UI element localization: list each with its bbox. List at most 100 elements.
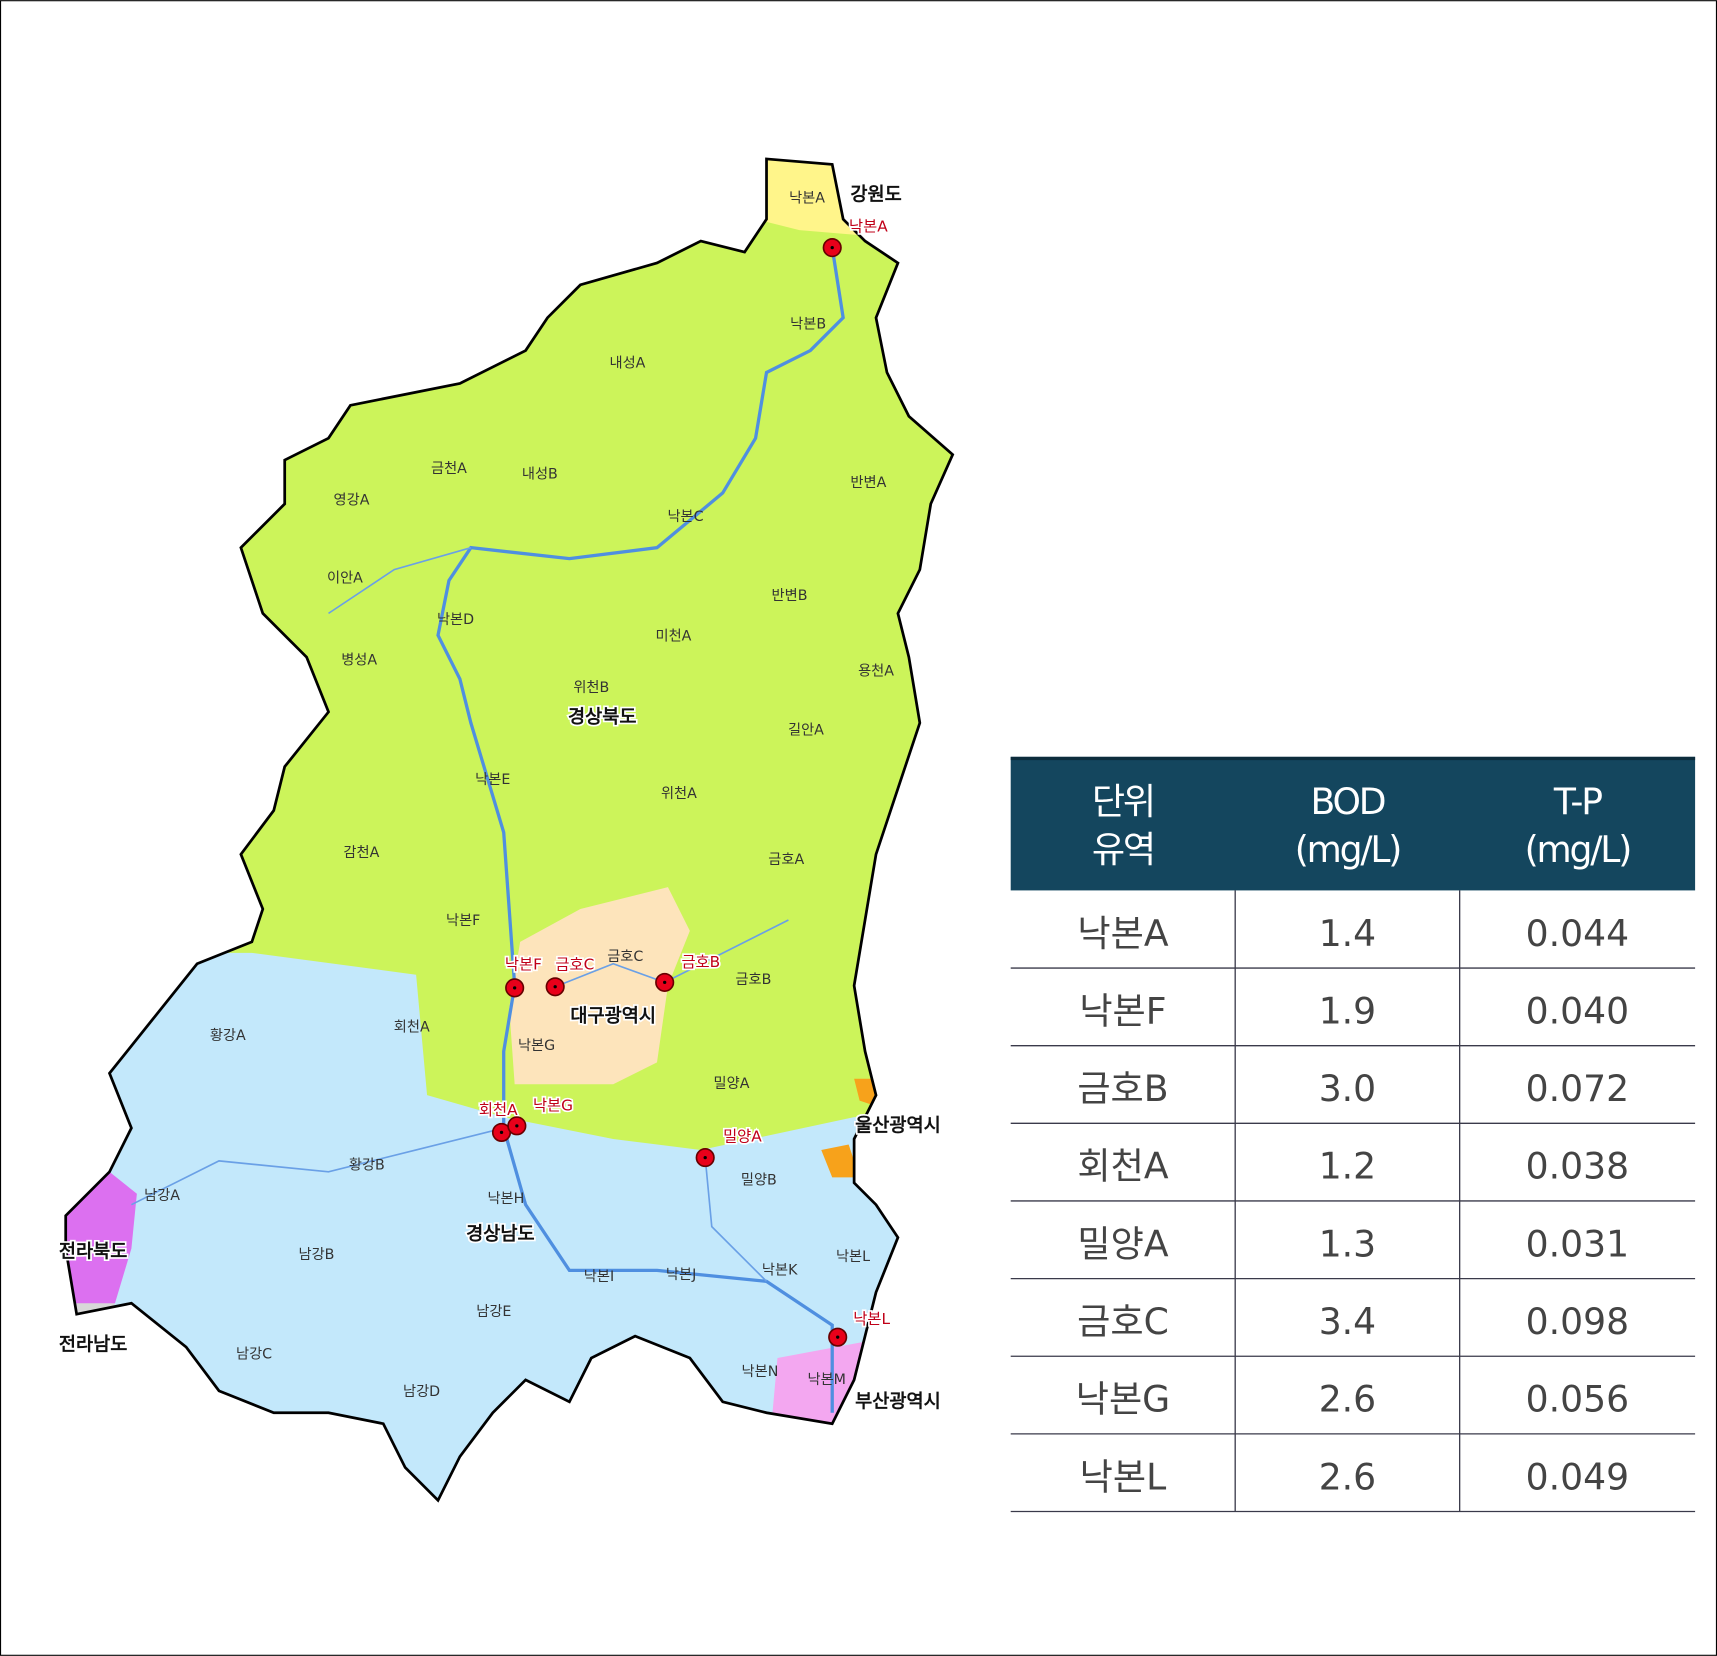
subbasin-label: 위천A — [661, 785, 697, 802]
subbasin-label: 영강A — [334, 492, 370, 509]
table-cell: 2.6 — [1319, 1455, 1376, 1498]
subbasin-label: 남강E — [476, 1303, 511, 1320]
daegu-region — [509, 887, 690, 1085]
table-cell: 0.049 — [1526, 1455, 1629, 1498]
province-label: 경상남도 — [466, 1224, 534, 1245]
table-header-cell: BOD — [1311, 780, 1385, 823]
river — [328, 546, 472, 615]
province-label: 전라북도 — [59, 1241, 127, 1262]
subbasin-label: 낙본A — [789, 189, 825, 206]
subbasin-label: 금호C — [607, 949, 643, 965]
subbasin-label: 낙본L — [836, 1248, 870, 1265]
table-cell: 낙본A — [1077, 912, 1168, 955]
table-cell: 1.2 — [1319, 1145, 1376, 1188]
subbasin-label: 남강C — [236, 1346, 272, 1363]
table-header-bg — [1010, 756, 1696, 891]
table-cell: 1.4 — [1319, 912, 1376, 955]
subbasin-label: 위천B — [573, 679, 609, 696]
subbasin-label: 낙본B — [790, 315, 826, 332]
station-label: 밀양A — [723, 1127, 762, 1145]
subbasin-label: 낙본C — [667, 508, 703, 525]
subbasin-label: 남강B — [299, 1246, 335, 1263]
subbasin-label: 반변A — [850, 474, 886, 491]
table-cell: 0.098 — [1526, 1300, 1629, 1343]
table-header-cell: (mg/L) — [1295, 828, 1400, 871]
table-cell: 1.3 — [1319, 1222, 1376, 1265]
subbasin-label: 금천A — [431, 460, 467, 477]
table-cell: 3.0 — [1319, 1067, 1376, 1110]
table-header-cell: T-P — [1553, 780, 1602, 823]
subbasin-label: 남강A — [144, 1187, 180, 1204]
table-cell: 낙본G — [1076, 1378, 1170, 1421]
table-cell: 2.6 — [1319, 1378, 1376, 1421]
province-label: 경상북도 — [568, 707, 636, 728]
table-cell: 금호C — [1077, 1300, 1169, 1343]
station-label: 금호B — [681, 953, 720, 971]
station-center — [703, 1155, 707, 1160]
station-center — [830, 245, 834, 250]
subbasin-label: 병성A — [341, 651, 377, 668]
table-header-cell: 유역 — [1092, 828, 1154, 871]
table-cell: 낙본L — [1080, 1455, 1167, 1498]
subbasin-label: 낙본G — [518, 1037, 555, 1054]
table-header-cell: 단위 — [1092, 780, 1154, 823]
province-label: 대구광역시 — [570, 1006, 656, 1027]
table-cell: 금호B — [1077, 1067, 1168, 1110]
province-label: 울산광역시 — [855, 1115, 941, 1136]
table-header-cell: (mg/L) — [1525, 828, 1630, 871]
subbasin-label: 금호B — [735, 972, 771, 988]
table-cell: 낙본F — [1079, 989, 1166, 1032]
subbasin-label: 금호A — [768, 852, 804, 868]
river — [554, 919, 789, 988]
station-center — [515, 1124, 519, 1128]
subbasin-label: 내성B — [522, 465, 558, 482]
subbasin-label: 내성A — [610, 355, 646, 372]
station-center — [663, 980, 667, 985]
table-cell: 3.4 — [1319, 1300, 1376, 1343]
subbasin-label: 황강B — [349, 1156, 385, 1173]
table-cell: 0.038 — [1526, 1145, 1629, 1188]
subbasin-label: 낙본E — [475, 771, 510, 788]
station-center — [553, 985, 557, 989]
station-label: 낙본L — [853, 1310, 890, 1328]
subbasin-label: 낙본J — [666, 1266, 696, 1283]
subbasin-label: 미천A — [655, 627, 691, 644]
river — [436, 247, 845, 1413]
station-center — [499, 1130, 504, 1135]
subbasin-label: 낙본D — [437, 611, 474, 628]
table-cell: 회천A — [1077, 1145, 1168, 1188]
station-label: 회천A — [479, 1101, 518, 1119]
subbasin-label: 낙본N — [742, 1363, 779, 1380]
subbasin-label: 용천A — [858, 662, 894, 679]
subbasin-label: 낙본I — [584, 1268, 614, 1285]
river — [131, 1127, 504, 1206]
river — [704, 1157, 768, 1282]
table-cell: 0.044 — [1526, 912, 1629, 955]
subbasin-label: 감천A — [343, 844, 379, 861]
table-cell: 0.031 — [1526, 1222, 1629, 1265]
subbasin-label: 낙본M — [808, 1371, 846, 1388]
basin-outline — [64, 157, 955, 1503]
ulsan-region — [821, 1144, 860, 1178]
table-cell: 1.9 — [1319, 989, 1376, 1032]
subbasin-label: 반변B — [772, 587, 808, 604]
subbasin-label: 이안A — [327, 569, 363, 586]
subbasin-label: 밀양A — [714, 1075, 750, 1092]
subbasin-label: 낙본K — [762, 1261, 798, 1278]
province-label: 전라남도 — [59, 1334, 127, 1355]
subbasin-label: 낙본H — [487, 1190, 524, 1207]
station-center — [513, 986, 517, 990]
station-label: 낙본G — [533, 1097, 573, 1115]
station-label: 낙본A — [849, 217, 888, 235]
subbasin-label: 낙본F — [446, 912, 480, 929]
station-center — [836, 1335, 840, 1339]
subbasin-label: 회천A — [394, 1018, 430, 1035]
subbasin-label: 남강D — [403, 1383, 440, 1400]
table-cell: 밀양A — [1077, 1222, 1168, 1265]
province-label: 강원도 — [850, 185, 901, 206]
province-label: 부산광역시 — [855, 1391, 941, 1412]
station-label: 낙본F — [505, 955, 542, 973]
